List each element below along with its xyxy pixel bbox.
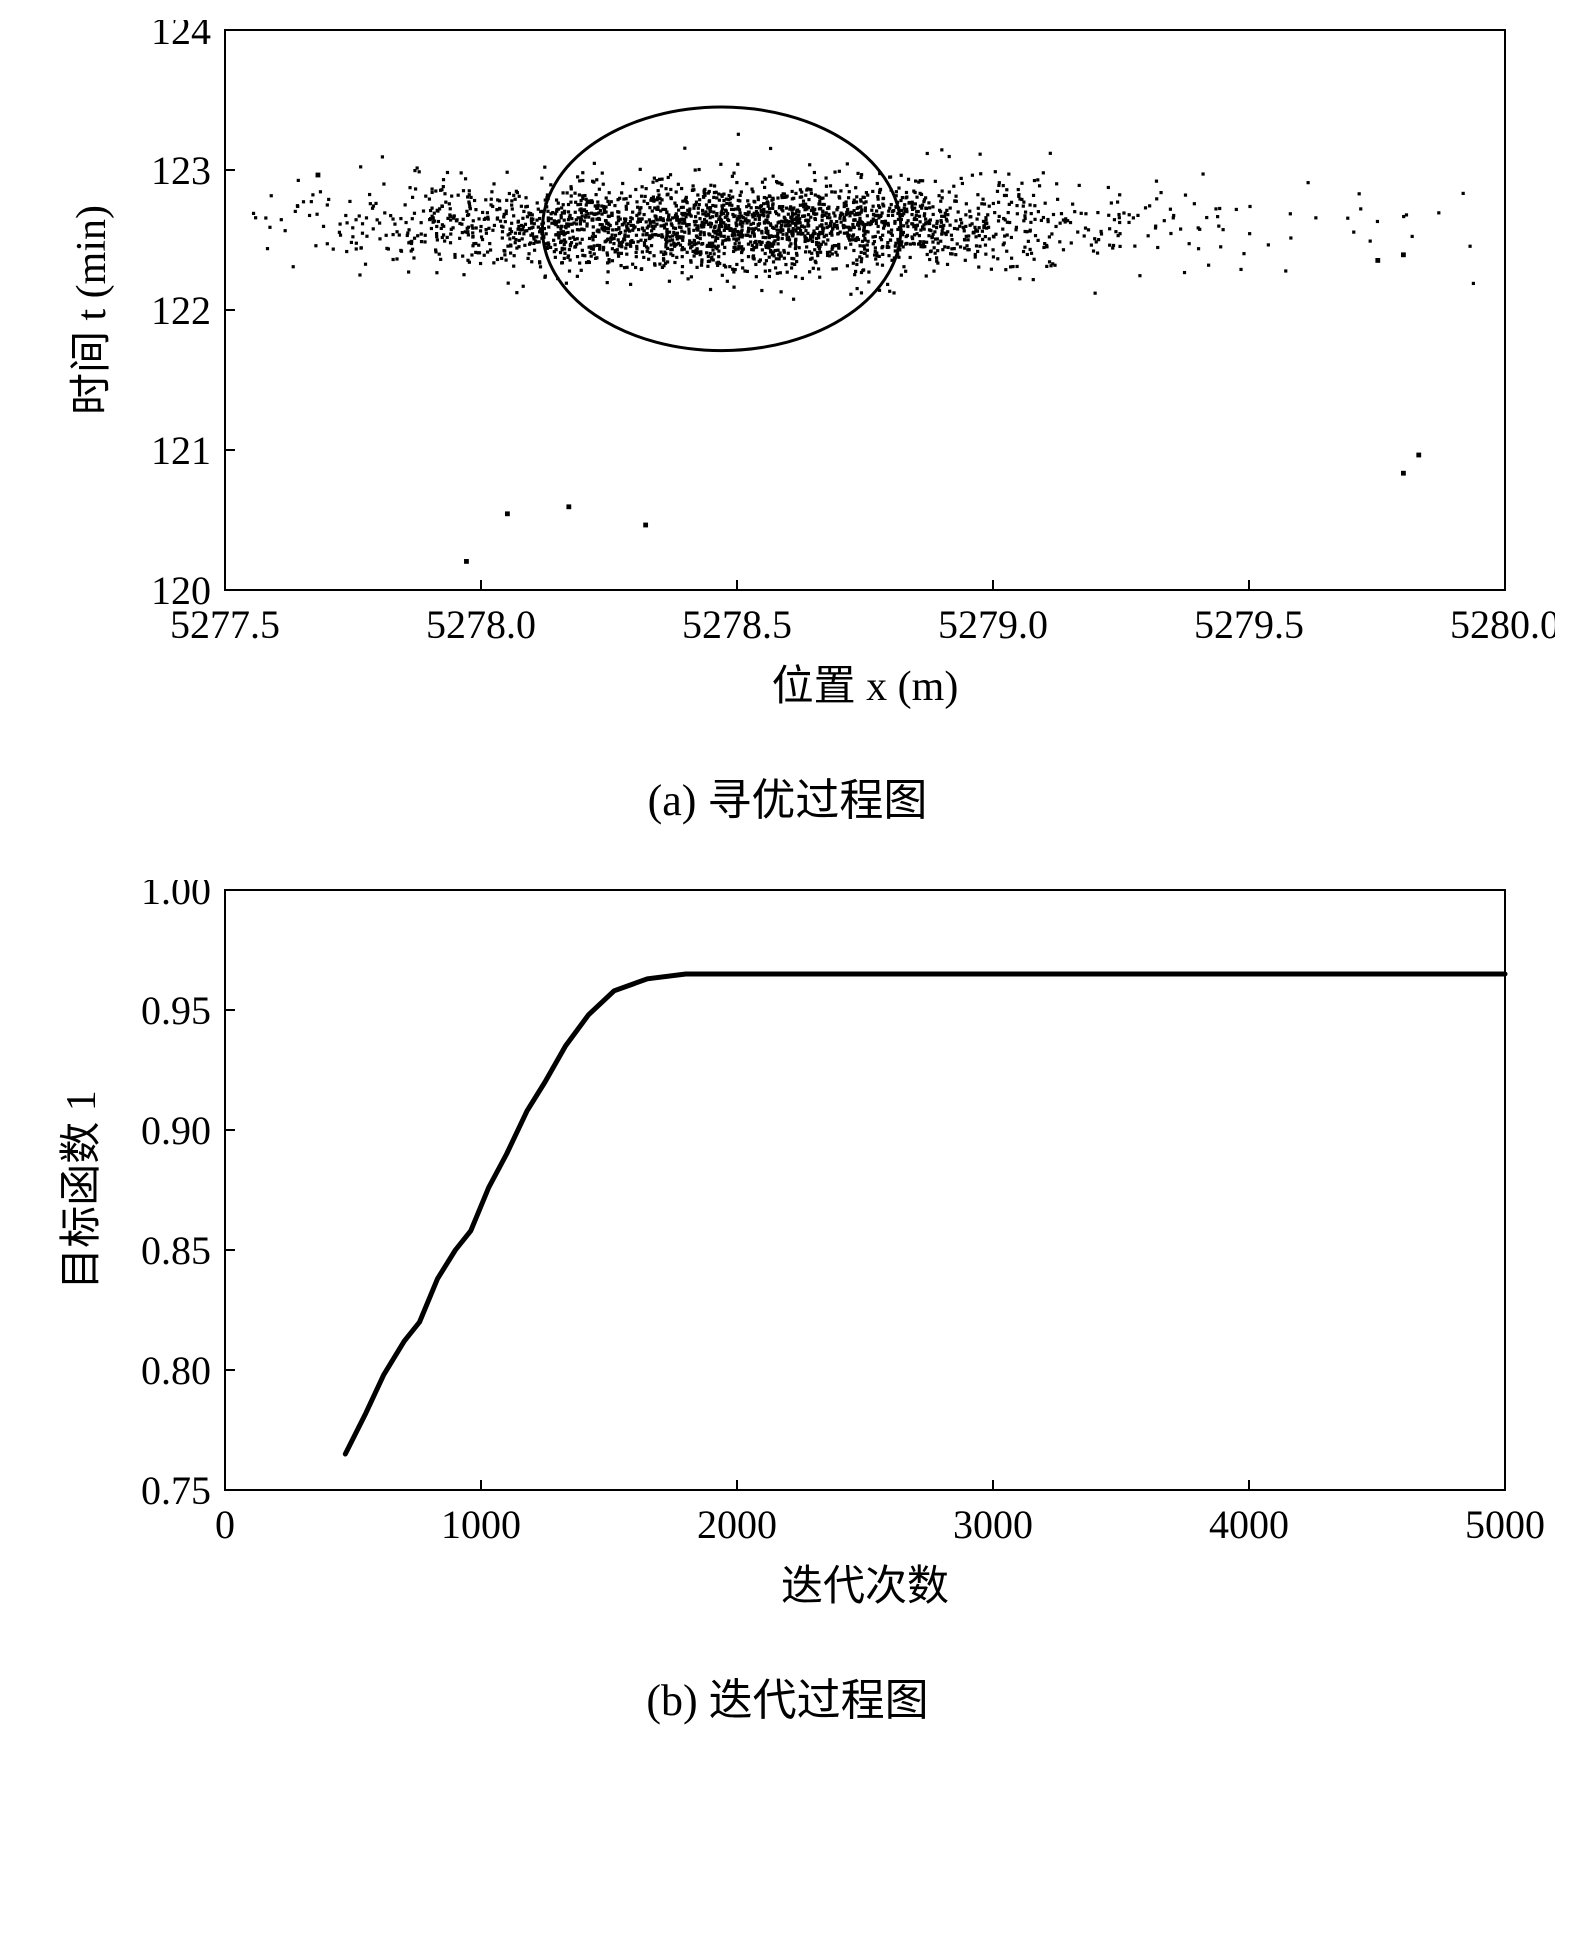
- chart-a-ylabel: 时间 t (min): [69, 205, 115, 415]
- chart-b-xtick-label: 2000: [697, 1502, 777, 1547]
- chart-b-ytick-label: 0.75: [141, 1468, 211, 1513]
- chart-b-ytick-label: 0.85: [141, 1228, 211, 1273]
- chart-b-caption: (b) 迭代过程图: [20, 1664, 1555, 1728]
- chart-b-ytick-label: 1.00: [141, 880, 211, 913]
- chart-a-circle: [542, 107, 900, 351]
- chart-b-xlabel: 迭代次数: [781, 1564, 949, 1610]
- chart-b-ytick-label: 0.90: [141, 1108, 211, 1153]
- chart-a-plot: 5277.55278.05278.55279.05279.55280.01201…: [20, 20, 1555, 740]
- chart-b-xtick-label: 5000: [1465, 1502, 1545, 1547]
- chart-b-ylabel: 目标函数 1: [59, 1090, 105, 1290]
- chart-b-block: 0 1000 2000 3000 4000 5000 0.75 0.80 0.85 0.90 0.9…: [20, 880, 1555, 1710]
- chart-b-xtick-label: 1000: [441, 1502, 521, 1547]
- chart-a-ytick-label: 123: [151, 148, 211, 193]
- chart-b-ytick-label: 0.80: [141, 1348, 211, 1393]
- chart-a-xtick-label: 5279.0: [938, 602, 1048, 647]
- chart-a-ytick-label: 121: [151, 428, 211, 473]
- chart-b-xtick-label: 4000: [1209, 1502, 1289, 1547]
- chart-b-xtick-label: 0: [215, 1502, 235, 1547]
- chart-b-plot: 0 1000 2000 3000 4000 5000 0.75 0.80 0.85 0.90 0.9…: [20, 880, 1555, 1640]
- chart-a-xtick-label: 5280.0: [1450, 602, 1555, 647]
- chart-a-ytick-label: 124: [151, 20, 211, 53]
- chart-a-xtick-label: 5279.5: [1194, 602, 1304, 647]
- chart-a-ytick-label: 122: [151, 288, 211, 333]
- chart-b-xtick-label: 3000: [953, 1502, 1033, 1547]
- chart-a-ytick-label: 120: [151, 568, 211, 613]
- chart-a-scatter: [252, 133, 1475, 564]
- chart-b-line: [345, 974, 1505, 1454]
- chart-a-xlabel: 位置 x (m): [772, 663, 959, 710]
- chart-a-caption: (a) 寻优过程图: [20, 764, 1555, 828]
- chart-a-xtick-label: 5278.5: [682, 602, 792, 647]
- chart-a-xtick-label: 5278.0: [426, 602, 536, 647]
- figure-container: 5277.55278.05278.55279.05279.55280.01201…: [20, 20, 1555, 1710]
- chart-a-block: 5277.55278.05278.55279.05279.55280.01201…: [20, 20, 1555, 820]
- chart-b-ytick-label: 0.95: [141, 988, 211, 1033]
